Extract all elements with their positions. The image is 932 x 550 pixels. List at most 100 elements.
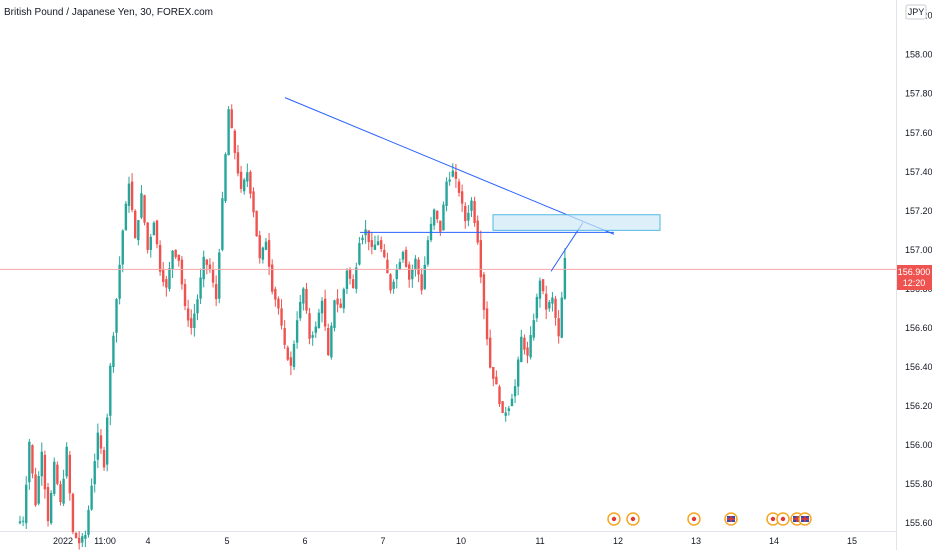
- candle-body: [432, 209, 436, 226]
- x-tick-label: 11:00: [94, 536, 116, 546]
- candle-body: [541, 279, 545, 292]
- candle-body: [342, 289, 346, 309]
- candle-body: [233, 130, 237, 153]
- candle-body: [99, 435, 103, 449]
- candle-body: [529, 334, 532, 358]
- flag-icon-jp[interactable]: [626, 512, 640, 526]
- candle-body: [124, 203, 128, 231]
- candle-body: [258, 235, 261, 259]
- candle-body: [355, 267, 358, 289]
- candle-body: [464, 205, 467, 222]
- candle-body: [65, 446, 68, 477]
- x-tick-label: 13: [691, 536, 701, 546]
- flag-icon-gb[interactable]: [724, 512, 738, 526]
- candle-body: [165, 279, 168, 288]
- candle-body: [545, 293, 548, 310]
- candle-body: [137, 220, 140, 241]
- candle-body: [127, 183, 131, 206]
- candle-body: [283, 327, 286, 345]
- candle-body: [68, 454, 72, 494]
- candle-body: [146, 222, 149, 250]
- candle-body: [255, 210, 258, 237]
- candle-body: [488, 337, 492, 368]
- candle-body: [34, 474, 37, 506]
- candle-body: [404, 249, 408, 267]
- candle-body: [560, 297, 563, 338]
- candle-body: [140, 193, 143, 218]
- candle-body: [121, 230, 124, 265]
- y-tick-label: 157.800: [905, 89, 932, 99]
- flag-icon-jp[interactable]: [607, 512, 621, 526]
- candle-body: [158, 245, 162, 272]
- flag-icon-jp[interactable]: [687, 512, 701, 526]
- candle-body: [414, 258, 417, 270]
- candle-body: [134, 210, 137, 239]
- x-axis-ticks: 2022 11:00 4 5 6 7 10 11 12 13 14 15: [53, 536, 857, 546]
- y-tick-label: 157.400: [905, 167, 932, 177]
- flag-icon-gb[interactable]: [798, 512, 812, 526]
- event-flag-dot: [630, 516, 636, 522]
- flag-icon-jp[interactable]: [776, 512, 790, 526]
- candle-body: [289, 357, 293, 366]
- candle-body: [84, 534, 87, 539]
- candle-body: [361, 237, 364, 241]
- currency-badge[interactable]: [905, 4, 927, 20]
- candle-body: [492, 367, 495, 379]
- x-tick-label: 2022: [53, 536, 73, 546]
- candle-body: [18, 521, 22, 524]
- candle-body: [227, 109, 230, 156]
- candle-body: [214, 284, 218, 300]
- candle-body: [323, 298, 327, 327]
- candle-body: [62, 478, 65, 504]
- economic-events[interactable]: [607, 512, 812, 526]
- candle-body: [115, 299, 118, 333]
- candle-body: [370, 240, 374, 247]
- candle-body: [563, 257, 567, 299]
- flag-icon-jp[interactable]: [766, 512, 780, 526]
- candle-body: [504, 412, 507, 416]
- x-tick-label: 6: [302, 536, 307, 546]
- candle-body: [348, 269, 352, 279]
- candle-body: [333, 300, 336, 328]
- candle-body: [467, 212, 470, 221]
- candle-body: [252, 191, 255, 213]
- candle-body: [317, 312, 321, 328]
- candle-body: [162, 269, 165, 283]
- candle-body: [218, 252, 221, 299]
- target-zone: [492, 214, 661, 231]
- candle-body: [423, 264, 426, 289]
- candle-body: [320, 300, 324, 314]
- candle-body: [71, 493, 75, 533]
- candle-body: [426, 240, 430, 265]
- candle-body: [336, 298, 339, 305]
- candle-body: [498, 386, 501, 405]
- candle-body: [436, 210, 439, 220]
- candle-body: [211, 269, 215, 283]
- candle-body: [168, 268, 171, 289]
- candle-body: [516, 359, 520, 387]
- candle-body: [87, 509, 90, 535]
- candle-body: [420, 274, 423, 291]
- x-tick-label: 15: [847, 536, 857, 546]
- candle-body: [520, 336, 523, 363]
- y-axis-ticks: 158.200158.000157.800157.600157.400157.2…: [905, 11, 932, 529]
- candle-body: [448, 179, 451, 182]
- candle-body: [389, 274, 392, 291]
- candle-body: [174, 249, 177, 258]
- candle-body: [495, 376, 498, 385]
- candle-body: [311, 335, 314, 338]
- candle-body: [379, 240, 383, 250]
- y-tick-label: 157.200: [905, 206, 932, 216]
- x-tick-label: 4: [145, 536, 150, 546]
- candle-body: [523, 337, 526, 350]
- candle-body: [373, 244, 377, 250]
- candle-body: [554, 298, 557, 318]
- drawings-layer: [0, 97, 896, 272]
- candle-body: [535, 296, 539, 319]
- y-tick-label: 157.600: [905, 128, 932, 138]
- candle-body: [59, 484, 62, 503]
- candle-body: [408, 264, 411, 280]
- candle-body: [274, 288, 277, 300]
- candle-body: [292, 343, 296, 368]
